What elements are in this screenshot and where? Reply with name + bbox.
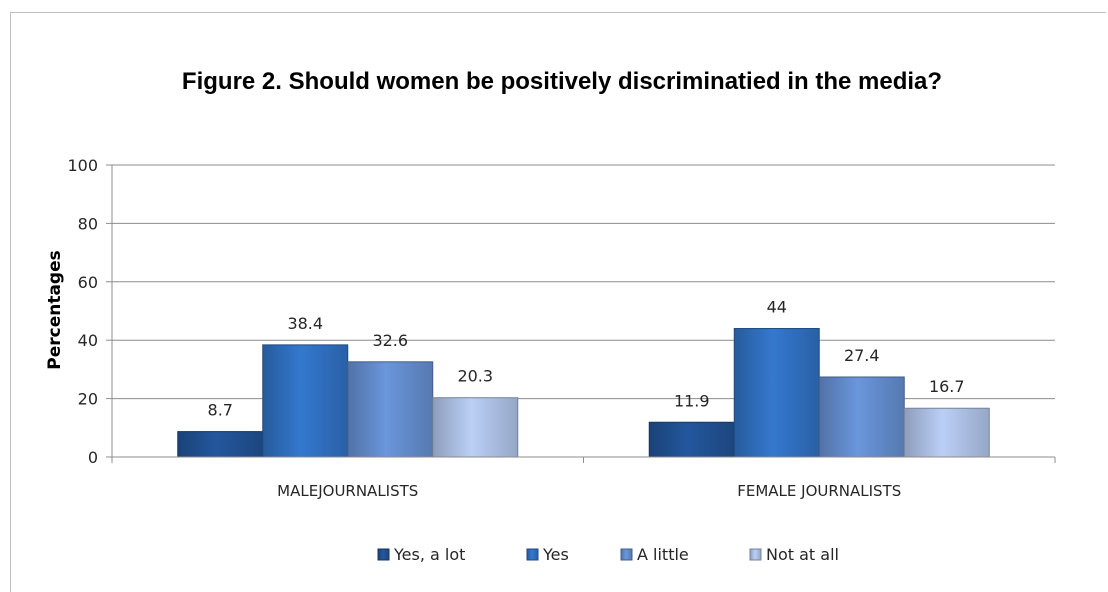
- data-label: 44: [767, 298, 787, 317]
- data-labels: 8.7 38.4 32.6 20.3 11.9 44 27.4 16.7: [208, 298, 965, 420]
- y-tick-label: 100: [67, 156, 98, 175]
- legend-swatch: [377, 548, 390, 561]
- legend-swatch: [749, 548, 762, 561]
- legend-swatch: [620, 548, 633, 561]
- axes: [111, 165, 1056, 463]
- bars: [177, 328, 990, 458]
- data-label: 20.3: [457, 367, 493, 386]
- category-labels: MALEJOURNALISTS FEMALE JOURNALISTS: [277, 482, 901, 500]
- x-category-label: FEMALE JOURNALISTS: [737, 482, 901, 500]
- bar: [648, 421, 735, 458]
- bar: [903, 407, 990, 458]
- y-tick-label: 80: [78, 214, 98, 233]
- legend-swatch: [526, 548, 539, 561]
- y-tick-label: 40: [78, 331, 98, 350]
- data-label: 16.7: [929, 377, 965, 396]
- chart-title: Figure 2. Should women be positively dis…: [182, 68, 942, 95]
- y-axis-ticks: 0 20 40 60 80 100: [67, 156, 112, 467]
- y-tick-label: 20: [78, 390, 98, 409]
- legend-label: Not at all: [766, 545, 839, 564]
- legend-label: Yes: [542, 545, 569, 564]
- chart-frame: [10, 12, 1106, 592]
- legend-label: Yes, a lot: [393, 545, 465, 564]
- bar: [262, 344, 349, 458]
- legend: Yes, a lot Yes A little Not at all: [377, 545, 839, 564]
- bar: [432, 397, 519, 458]
- bar: [818, 376, 905, 458]
- legend-label: A little: [637, 545, 689, 564]
- bar: [177, 431, 264, 458]
- data-label: 27.4: [844, 346, 880, 365]
- bar: [733, 328, 820, 458]
- x-category-label: MALEJOURNALISTS: [277, 482, 418, 500]
- y-tick-label: 0: [88, 448, 98, 467]
- bar: [347, 361, 434, 458]
- data-label: 32.6: [372, 331, 408, 350]
- data-label: 11.9: [674, 391, 710, 410]
- y-tick-label: 60: [78, 273, 98, 292]
- data-label: 8.7: [208, 401, 233, 420]
- data-label: 38.4: [287, 314, 323, 333]
- y-axis-title: Percentages: [45, 250, 65, 370]
- gridlines: [112, 164, 1055, 400]
